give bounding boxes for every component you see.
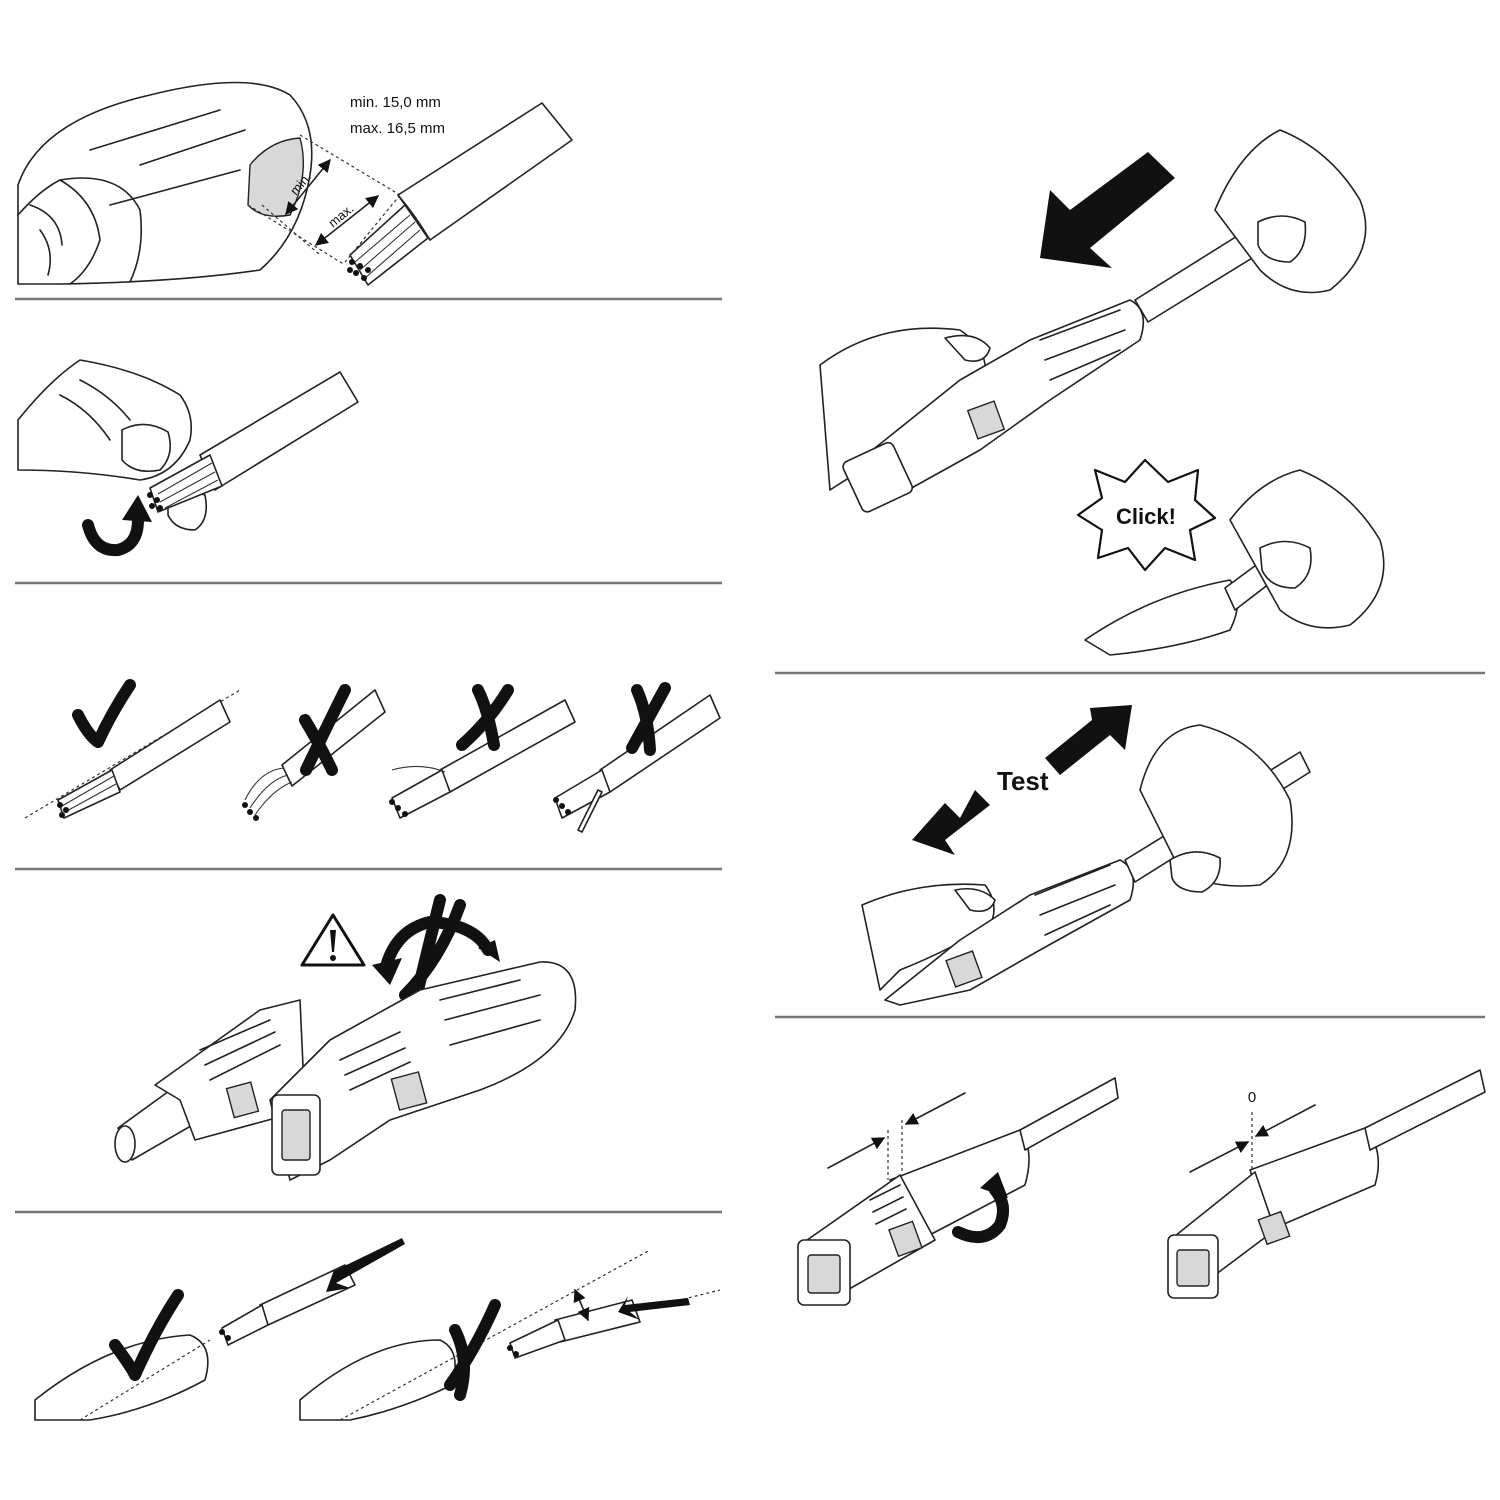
panel-tighten-gap: 0 (797, 1069, 1486, 1306)
push-arrow-icon (1045, 705, 1132, 775)
check-mark-icon (109, 1289, 184, 1381)
hand-right (1139, 724, 1293, 893)
example-correct (24, 679, 241, 819)
cross-mark-icon (444, 1299, 501, 1401)
example-cut-strand (553, 682, 721, 833)
gap-zero-label: 0 (1248, 1089, 1256, 1106)
click-detail (1084, 469, 1385, 656)
panel-twist-strands (17, 359, 359, 557)
cross-mark-icon (399, 894, 466, 1001)
pull-arrow-icon (912, 790, 990, 855)
panel-strand-examples (24, 679, 721, 833)
panel-warning (114, 894, 577, 1181)
rotate-arrows-crossed-icon (372, 894, 500, 1001)
section-dividers (15, 297, 1485, 1214)
warning-triangle-icon (300, 913, 366, 967)
panel-insertion (34, 1238, 721, 1421)
insert-correct (34, 1238, 405, 1421)
connector-tight: 0 (1167, 1069, 1486, 1299)
rotate-arrow-icon (82, 495, 152, 557)
connector-assembly (884, 859, 1135, 1006)
connector-female (269, 961, 577, 1181)
connector-assembly (842, 299, 1145, 513)
check-mark-icon (72, 679, 136, 748)
push-arrow-icon (618, 1296, 690, 1320)
hand-fingers (17, 359, 208, 531)
hand-left (861, 883, 996, 991)
test-label: Test (997, 766, 1049, 796)
hand-right (1214, 129, 1367, 294)
cross-mark-icon (456, 684, 514, 751)
measure-min-text: min. 15,0 mm (350, 94, 441, 111)
connector-loose (797, 1077, 1119, 1306)
example-frayed (242, 684, 386, 821)
cross-mark-icon (626, 682, 671, 756)
connector-male (114, 999, 306, 1163)
cross-mark-icon (299, 684, 351, 776)
twisted-cable (147, 371, 359, 513)
click-label: Click! (1116, 504, 1176, 529)
rotate-arrow-icon (952, 1172, 1010, 1244)
panel-strip-length: min. max. min. 15,0 mm max. 16,5 mm (17, 81, 573, 286)
click-burst-icon: Click! (1076, 458, 1217, 572)
insert-incorrect (299, 1249, 721, 1421)
panel-pull-test: Test (861, 705, 1311, 1006)
measure-max-text: max. 16,5 mm (350, 120, 445, 137)
push-arrow-icon (1040, 152, 1175, 268)
panel-push-click: Click! (819, 129, 1385, 656)
example-loose-strand (389, 684, 576, 819)
push-arrow-icon (326, 1238, 405, 1292)
connector-sleeve (17, 81, 313, 285)
stripped-cable (347, 102, 573, 286)
